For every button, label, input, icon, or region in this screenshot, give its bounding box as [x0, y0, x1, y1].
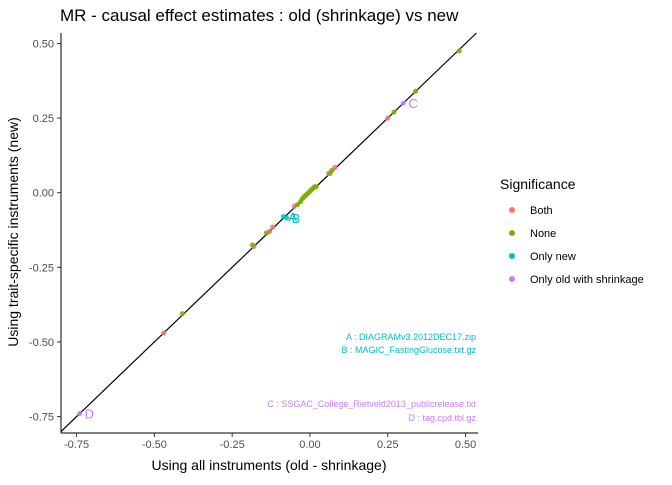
legend-entry-label: Only new	[530, 251, 576, 263]
annotations-layer: A : DIAGRAMv3.2012DEC17.zip B : MAGIC_Fas…	[267, 332, 476, 423]
point-both	[385, 115, 391, 121]
point-none	[456, 48, 462, 54]
x-axis-label: Using all instruments (old - shrinkage)	[152, 457, 387, 473]
legend-entry-label: Only old with shrinkage	[530, 274, 644, 286]
annotation-text: B : MAGIC_FastingGlucose.txt.gz	[341, 345, 476, 355]
x-tick-label: -0.75	[64, 439, 89, 451]
y-tick-label: 0.50	[33, 38, 54, 50]
annotation-text: D : tag.cpd.tbl.gz	[408, 413, 476, 423]
legend-key	[509, 230, 515, 236]
axes-layer: -0.75 -0.50 -0.25 0.00 0.25 0.50 -0.75 -0.50 -0.…	[29, 33, 478, 451]
point-only-old-with-shrinkage	[400, 100, 406, 106]
y-tick-label: -0.50	[29, 337, 54, 349]
point-none	[249, 242, 255, 248]
point-none	[263, 230, 269, 236]
annotation-text: C : SSGAC_College_Rietveld2013_publicrel…	[267, 399, 476, 409]
legend-entry-label: None	[530, 228, 556, 240]
point-label: A	[289, 210, 298, 225]
point-none	[313, 184, 319, 190]
point-none	[391, 109, 397, 115]
y-tick-label: -0.75	[29, 412, 54, 424]
point-both	[270, 224, 276, 230]
x-tick-label: -0.50	[142, 439, 167, 451]
point-only-old-with-shrinkage	[77, 410, 83, 417]
point-both	[161, 330, 167, 336]
point-only-new	[284, 215, 290, 221]
x-tick-label: 0.00	[299, 439, 320, 451]
x-tick-label: -0.25	[220, 439, 245, 451]
x-tick-label: 0.50	[455, 439, 476, 451]
y-axis-label: Using trait-specific instruments (new)	[5, 117, 21, 347]
x-tick-label: 0.25	[377, 439, 398, 451]
point-labels-layer: AB C D	[85, 96, 418, 421]
legend-title: Significance	[500, 176, 576, 192]
point-none	[179, 310, 185, 317]
point-label: C	[408, 96, 417, 111]
legend-key	[509, 276, 515, 282]
legend-entry-label: Both	[530, 205, 553, 217]
annotation-text: A : DIAGRAMv3.2012DEC17.zip	[346, 332, 476, 342]
point-label: D	[85, 407, 94, 422]
legend: Significance Both None Only new Only old wi…	[500, 176, 644, 286]
point-none	[329, 167, 335, 173]
y-tick-label: -0.25	[29, 262, 54, 274]
points-layer	[77, 48, 462, 417]
y-tick-label: 0.25	[33, 113, 54, 125]
y-tick-label: 0.00	[33, 188, 54, 200]
point-label: B	[292, 211, 301, 226]
legend-key	[509, 253, 515, 259]
legend-key	[509, 207, 515, 213]
point-none	[413, 88, 419, 94]
chart-title: MR - causal effect estimates : old (shri…	[60, 6, 459, 25]
